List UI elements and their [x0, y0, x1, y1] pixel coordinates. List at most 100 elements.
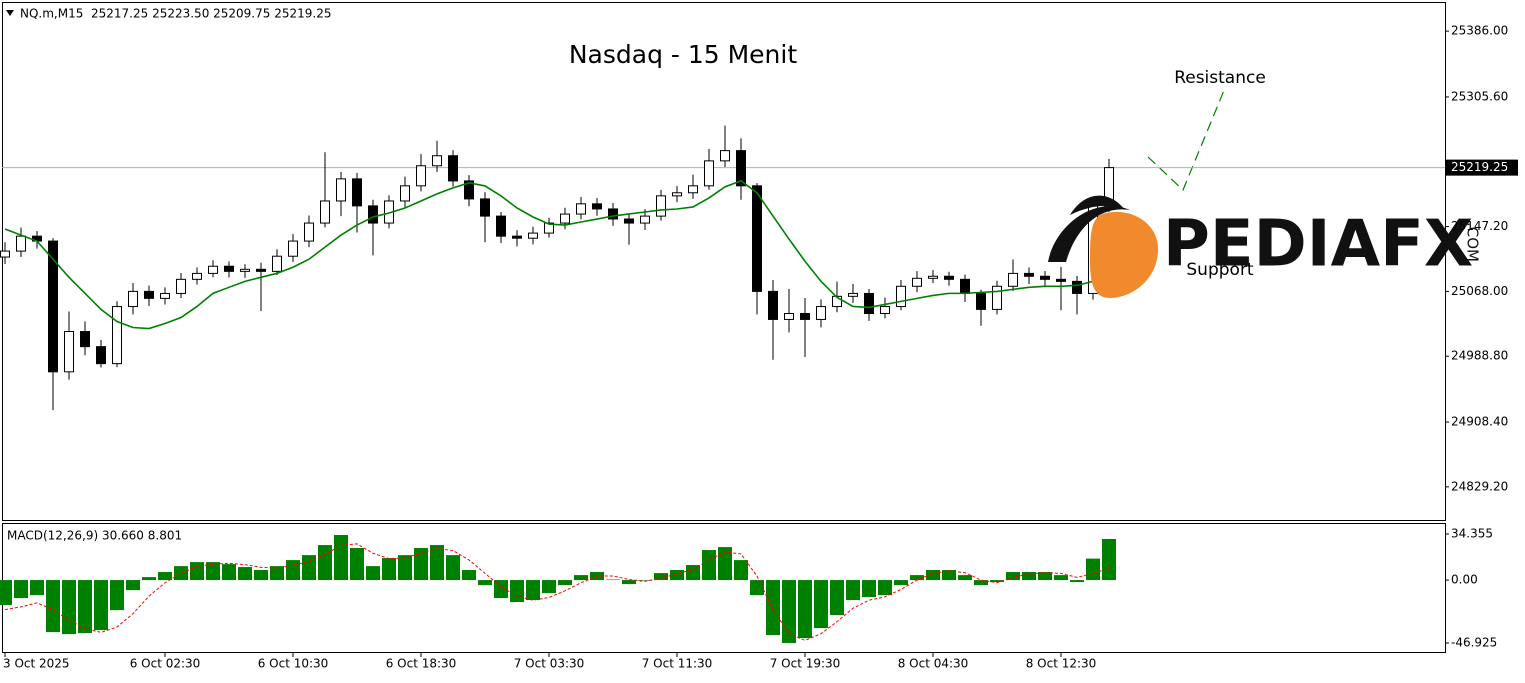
candle-body [880, 306, 890, 315]
candle-body [1024, 272, 1034, 277]
x-tick-label: 6 Oct 10:30 [258, 657, 329, 671]
candle-body [720, 150, 730, 162]
macd-bar [334, 535, 348, 581]
macd-bar [958, 575, 972, 581]
macd-bar [206, 562, 220, 581]
macd-bar [494, 580, 508, 599]
candle-body [400, 185, 410, 202]
macd-bar [350, 548, 364, 581]
macd-bar [446, 555, 460, 581]
candle-body [256, 268, 266, 272]
logo-swoosh [1070, 195, 1125, 215]
macd-bar [574, 575, 588, 581]
macd-bar [542, 580, 556, 594]
macd-bar [942, 570, 956, 581]
candle-body [1040, 275, 1050, 280]
candle-body [656, 195, 666, 217]
chart-title: Nasdaq - 15 Menit [569, 40, 798, 69]
macd-bar [238, 567, 252, 581]
candle-body [336, 178, 346, 202]
macd-bar [894, 580, 908, 586]
macd-bar [814, 580, 828, 629]
y-tick-label: 24829.20 [1451, 479, 1508, 493]
candle-body [1056, 278, 1066, 282]
candle-body [1072, 280, 1082, 294]
candle-body [864, 292, 874, 315]
macd-bar [798, 580, 812, 639]
logo-text: PEDIAFX [1163, 208, 1473, 282]
macd-bar [174, 566, 188, 581]
candle-body [800, 313, 810, 320]
macd-bar [126, 580, 140, 591]
macd-bar [910, 575, 924, 581]
candle-body [144, 290, 154, 299]
macd-bar [254, 570, 268, 581]
candle-body [992, 285, 1002, 310]
macd-bar [222, 564, 236, 581]
macd-bar [462, 570, 476, 581]
macd-bar [78, 580, 92, 634]
y-tick-label: 25386.00 [1451, 24, 1508, 38]
candle-body [896, 285, 906, 308]
macd-bar [878, 580, 892, 596]
candle-body [304, 222, 314, 242]
macd-bar [1070, 580, 1084, 583]
macd-bar [526, 580, 540, 601]
signal-line [4, 543, 1110, 641]
candle-body [368, 205, 378, 224]
y-tick-label: 24908.40 [1451, 415, 1508, 429]
candle-body [48, 240, 58, 373]
macd-bar [510, 580, 524, 603]
macd-label: MACD(12,26,9) 30.660 8.801 [7, 529, 182, 543]
macd-bar [62, 580, 76, 635]
macd-bar [974, 580, 988, 586]
menu-arrow [6, 10, 14, 16]
macd-bar [302, 555, 316, 581]
y-tick-label: -46.925 [1451, 635, 1497, 649]
macd-bar [30, 580, 44, 596]
candle-body [80, 331, 90, 348]
macd-bar [766, 580, 780, 636]
macd-bar [414, 548, 428, 581]
main-panel-frame [2, 2, 1446, 521]
macd-bar [366, 566, 380, 581]
candle-body [608, 208, 618, 220]
candle-body [976, 292, 986, 310]
x-tick-label: 3 Oct 2025 [3, 657, 70, 671]
candle-body [816, 306, 826, 320]
candle-body [544, 222, 554, 234]
logo-mark [1090, 211, 1159, 298]
candle-body [320, 200, 330, 224]
x-tick-label: 6 Oct 18:30 [386, 657, 457, 671]
x-tick-label: 6 Oct 02:30 [130, 657, 201, 671]
candle-body [64, 331, 74, 373]
logo: PEDIAFX .COM [1048, 195, 1482, 298]
macd-bar [846, 580, 860, 601]
y-tick-label: 25147.20 [1451, 219, 1508, 233]
macd-bar [686, 565, 700, 581]
candle-body [688, 185, 698, 194]
candle-body [480, 198, 490, 217]
macd-bar [1102, 538, 1116, 581]
last-price-box [1446, 159, 1518, 176]
candle-body [592, 203, 602, 210]
macd-bar [638, 580, 652, 581]
candle-body [176, 278, 186, 294]
y-tick-label: 0.00 [1451, 573, 1478, 587]
candle-body [784, 313, 794, 320]
macd-bar [158, 572, 172, 581]
annotation: Resistance [1174, 68, 1266, 88]
last-price-label: 25219.25 [1451, 160, 1508, 174]
candle-body [448, 155, 458, 182]
candle-body [128, 290, 138, 308]
candle-body [288, 240, 298, 257]
candle-body [160, 292, 170, 299]
x-tick-label: 8 Oct 04:30 [898, 657, 969, 671]
candle-body [240, 268, 250, 272]
macd-bar [830, 580, 844, 616]
candle-body [352, 178, 362, 207]
candle-body [528, 232, 538, 239]
macd-bar [1022, 572, 1036, 581]
